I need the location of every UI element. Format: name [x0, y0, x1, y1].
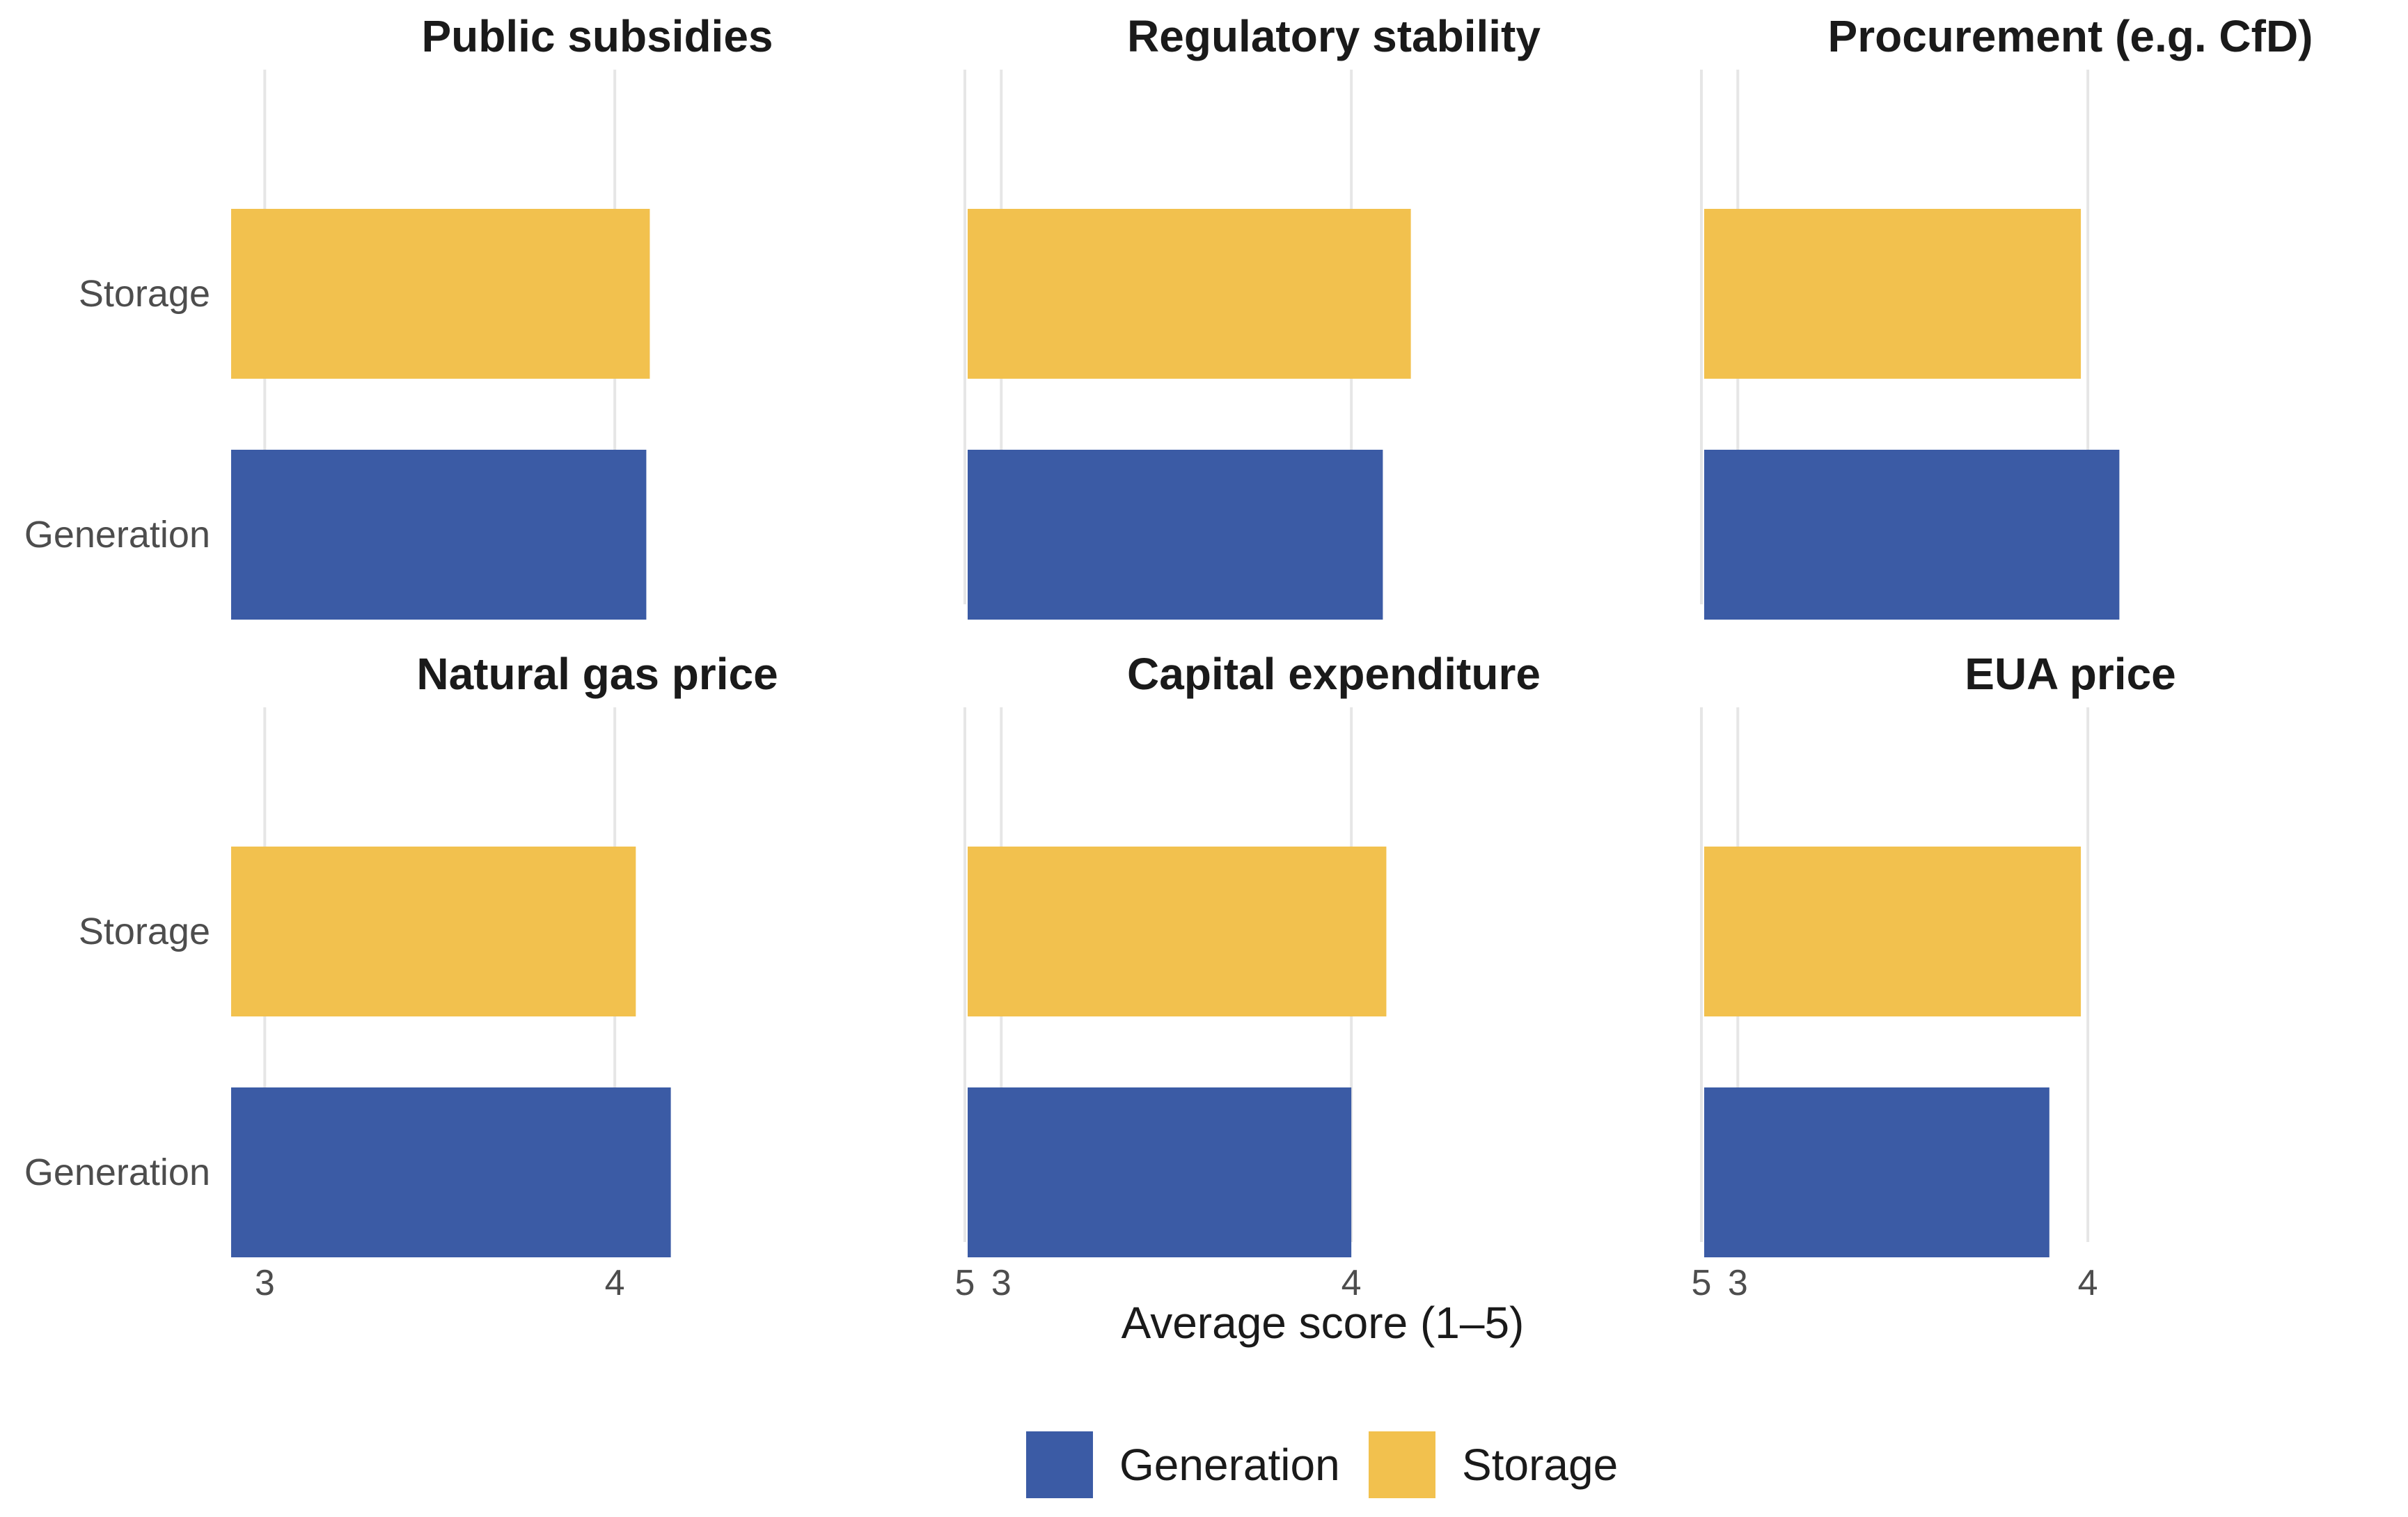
- bar-generation: [968, 1087, 1352, 1257]
- x-tick-label-3: 3: [991, 1263, 1012, 1303]
- legend-label-storage: Storage: [1462, 1440, 1618, 1490]
- facet-title: Procurement (e.g. CfD): [1828, 11, 2313, 61]
- x-tick-label-3: 3: [1728, 1263, 1748, 1303]
- facet-title: EUA price: [1965, 649, 2176, 699]
- legend: Generation Storage: [1026, 1431, 1618, 1498]
- x-tick-label-3: 3: [255, 1263, 275, 1303]
- facet-regulatory-stability: Regulatory stability: [968, 11, 1703, 620]
- x-tick-label-4: 4: [605, 1263, 625, 1303]
- bar-storage: [231, 209, 650, 379]
- bar-storage: [231, 847, 636, 1016]
- x-tick-label-5: 5: [955, 1263, 975, 1303]
- bar-storage: [968, 209, 1411, 379]
- bar-storage: [968, 847, 1387, 1016]
- facet-natural-gas-price: Natural gas price Storage Generation 3 4 5: [24, 649, 975, 1303]
- legend-label-generation: Generation: [1119, 1440, 1340, 1490]
- bar-storage: [1704, 209, 2082, 379]
- category-label-storage: Storage: [79, 273, 210, 315]
- facet-title: Public subsidies: [421, 11, 773, 61]
- legend-swatch-generation: [1026, 1431, 1093, 1498]
- bar-generation: [968, 450, 1383, 620]
- category-label-generation: Generation: [24, 514, 210, 556]
- bar-generation: [231, 450, 647, 620]
- facet-title: Regulatory stability: [1127, 11, 1541, 61]
- category-label-storage: Storage: [79, 911, 210, 952]
- x-tick-label-5: 5: [1692, 1263, 1712, 1303]
- bar-generation: [1704, 450, 2120, 620]
- facet-panels: Public subsidies Storage Generation Regulat…: [24, 11, 2313, 1303]
- facet-title: Natural gas price: [416, 649, 778, 699]
- category-label-generation: Generation: [24, 1151, 210, 1193]
- x-tick-label-4: 4: [2078, 1263, 2098, 1303]
- facet-capital-expenditure: Capital expenditure 3 4 5: [968, 649, 1711, 1303]
- bar-storage: [1704, 847, 2082, 1016]
- x-axis-title: Average score (1–5): [1122, 1298, 1525, 1348]
- facet-public-subsidies: Public subsidies Storage Generation: [24, 11, 966, 620]
- facet-title: Capital expenditure: [1127, 649, 1541, 699]
- x-tick-label-4: 4: [1341, 1263, 1362, 1303]
- legend-swatch-storage: [1369, 1431, 1435, 1498]
- bar-generation: [1704, 1087, 2049, 1257]
- bar-generation: [231, 1087, 671, 1257]
- facet-procurement-e-g-cfd: Procurement (e.g. CfD): [1704, 11, 2313, 620]
- facet-eua-price: EUA price345: [1704, 649, 2176, 1303]
